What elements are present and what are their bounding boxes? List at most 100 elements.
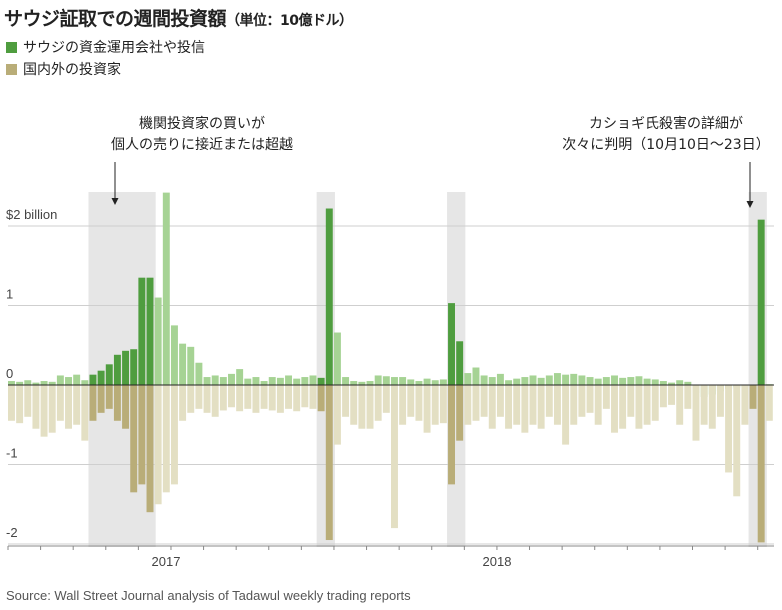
bar-investors xyxy=(179,385,187,421)
y-axis-labels: $2 billion 1 0 -1 -2 xyxy=(6,207,57,540)
bar-funds xyxy=(252,377,260,385)
y-tick-label: 0 xyxy=(6,366,13,381)
bar-investors xyxy=(586,385,594,413)
bar-funds xyxy=(219,377,227,385)
bar-funds xyxy=(529,375,537,385)
bar-investors xyxy=(659,385,667,408)
bar-investors xyxy=(56,385,64,421)
bar-investors xyxy=(228,385,235,408)
bar-funds xyxy=(757,219,765,385)
bar-investors xyxy=(97,385,105,413)
bar-investors xyxy=(415,385,423,421)
bar-investors xyxy=(170,385,178,485)
bar-investors xyxy=(578,385,586,417)
bar-funds xyxy=(488,377,496,385)
bar-funds xyxy=(431,380,439,385)
bar-funds xyxy=(211,375,219,385)
bar-investors xyxy=(635,385,643,429)
legend-swatch-tan xyxy=(6,63,17,75)
bar-investors xyxy=(505,385,513,429)
bar-investors xyxy=(350,385,358,425)
bar-funds xyxy=(236,369,244,385)
x-tick-label: 2017 xyxy=(152,554,181,569)
bar-funds xyxy=(545,375,553,385)
bar-investors xyxy=(73,385,81,425)
x-axis: 2017 2018 xyxy=(7,545,774,569)
bar-investors xyxy=(130,385,138,493)
bar-investors xyxy=(684,385,692,409)
bar-funds xyxy=(350,381,358,385)
bar-investors xyxy=(757,385,765,543)
bar-funds xyxy=(203,377,211,385)
bar-funds xyxy=(602,377,610,385)
bar-funds xyxy=(195,362,203,385)
bar-investors xyxy=(391,385,398,529)
bar-funds xyxy=(154,297,162,385)
bar-investors xyxy=(24,385,32,417)
bar-investors xyxy=(195,385,203,409)
bar-investors xyxy=(676,385,684,425)
bar-investors xyxy=(81,385,89,441)
annotation-text: カショギ氏殺害の詳細が xyxy=(589,116,743,132)
bar-investors xyxy=(366,385,374,429)
bar-investors xyxy=(399,385,407,425)
bar-investors xyxy=(105,385,113,409)
bar-funds xyxy=(415,381,423,385)
bar-investors xyxy=(211,385,219,417)
bar-funds xyxy=(65,377,72,385)
bar-funds xyxy=(643,378,651,385)
bar-funds xyxy=(668,382,676,385)
bar-investors xyxy=(651,385,659,421)
bar-investors xyxy=(146,385,154,513)
bar-funds xyxy=(423,378,431,385)
bar-funds xyxy=(228,373,235,385)
bar-investors xyxy=(594,385,602,425)
y-tick-label: 1 xyxy=(6,287,13,302)
bar-investors xyxy=(716,385,724,417)
bar-investors xyxy=(423,385,431,433)
bar-funds xyxy=(448,303,455,385)
bar-funds xyxy=(24,380,32,385)
bar-funds xyxy=(268,377,276,385)
annotation-text: 個人の売りに接近または超越 xyxy=(111,136,293,153)
bar-investors xyxy=(627,385,635,417)
bar-investors xyxy=(488,385,496,429)
bar-funds xyxy=(472,367,480,385)
bar-investors xyxy=(374,385,382,421)
title-main: サウジ証取での週間投資額 xyxy=(4,8,227,30)
bar-investors xyxy=(16,385,24,424)
bar-investors xyxy=(602,385,610,409)
bar-investors xyxy=(268,385,276,411)
bar-funds xyxy=(391,377,398,385)
y-tick-label: $2 billion xyxy=(6,207,57,222)
bar-investors xyxy=(668,385,676,405)
bar-investors xyxy=(749,385,757,409)
bar-funds xyxy=(276,377,284,385)
bar-investors xyxy=(431,385,439,425)
bar-investors xyxy=(439,385,447,424)
bar-funds xyxy=(399,377,407,385)
bar-investors xyxy=(301,385,309,408)
bar-funds xyxy=(407,379,415,385)
bar-investors xyxy=(553,385,561,425)
bar-investors xyxy=(276,385,284,413)
bar-funds xyxy=(619,377,627,385)
bar-funds xyxy=(81,380,89,385)
legend-label: 国内外の投資家 xyxy=(23,62,121,78)
bar-investors xyxy=(358,385,366,429)
bar-investors xyxy=(32,385,40,429)
bar-investors xyxy=(570,385,578,425)
annotation-text: 次々に判明（10月10日〜23日） xyxy=(562,137,769,153)
annotation-text: 機関投資家の買いが xyxy=(139,115,265,132)
bar-investors xyxy=(692,385,700,441)
bar-funds xyxy=(594,378,602,385)
bar-investors xyxy=(521,385,529,433)
bar-funds xyxy=(179,343,187,385)
source-note: Source: Wall Street Journal analysis of … xyxy=(6,588,411,603)
chart-title: サウジ証取での週間投資額（単位：10億ドル） xyxy=(4,4,353,31)
bar-funds xyxy=(521,377,529,385)
bar-funds xyxy=(40,381,48,385)
bar-funds xyxy=(578,375,586,385)
bar-investors xyxy=(219,385,227,411)
